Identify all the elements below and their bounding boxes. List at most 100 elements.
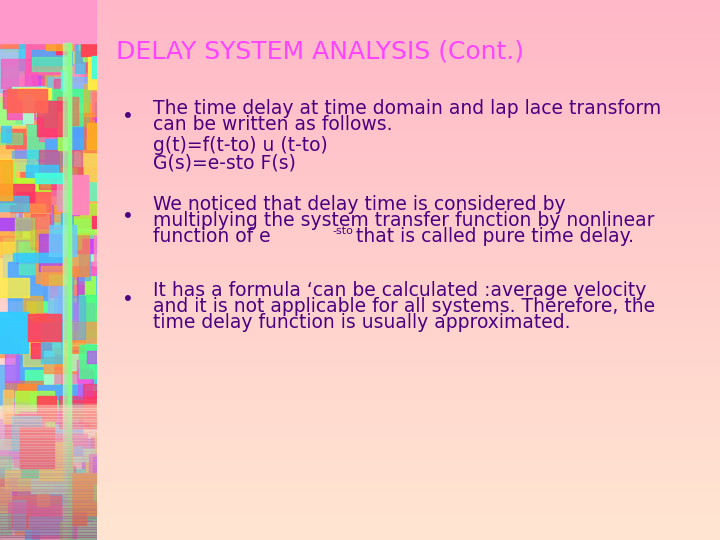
Bar — [63, 124, 91, 138]
Bar — [61, 70, 71, 90]
Bar — [72, 176, 89, 214]
Bar — [72, 119, 116, 139]
Bar — [0, 312, 720, 313]
Bar — [0, 86, 720, 88]
Bar — [17, 255, 62, 267]
Bar — [0, 187, 720, 189]
Text: •: • — [122, 106, 134, 126]
Bar — [27, 120, 69, 135]
Bar — [0, 130, 720, 131]
Bar — [0, 526, 97, 529]
Bar — [0, 493, 720, 495]
Bar — [0, 497, 720, 498]
Bar — [0, 27, 720, 29]
Bar — [94, 350, 123, 368]
Bar — [0, 478, 97, 481]
Bar — [19, 255, 31, 278]
Bar — [0, 99, 720, 101]
Bar — [22, 15, 32, 44]
Bar — [0, 180, 720, 182]
Bar — [0, 446, 97, 448]
Bar — [50, 434, 87, 445]
Bar — [43, 285, 84, 296]
Bar — [88, 471, 122, 491]
Bar — [51, 97, 78, 109]
Bar — [27, 151, 74, 184]
Text: It has a formula ‘can be calculated :average velocity: It has a formula ‘can be calculated :ave… — [153, 281, 647, 300]
Bar — [58, 437, 66, 448]
Bar — [0, 97, 20, 124]
Bar — [29, 93, 57, 116]
Bar — [93, 457, 112, 486]
Bar — [0, 414, 720, 416]
Bar — [0, 390, 720, 393]
Bar — [86, 250, 102, 268]
Bar — [1, 126, 11, 142]
Bar — [39, 505, 75, 530]
Bar — [85, 276, 95, 307]
Bar — [19, 158, 66, 179]
Bar — [61, 168, 76, 196]
Bar — [23, 206, 49, 237]
Bar — [0, 153, 720, 155]
Text: can be written as follows.: can be written as follows. — [153, 114, 392, 134]
Bar — [55, 146, 70, 170]
Bar — [96, 102, 114, 133]
Bar — [35, 247, 77, 278]
Bar — [94, 387, 132, 404]
Bar — [0, 173, 720, 174]
Bar — [0, 432, 97, 435]
Bar — [40, 104, 56, 141]
Bar — [50, 103, 63, 132]
Bar — [46, 53, 55, 92]
Bar — [0, 155, 720, 157]
Bar — [22, 302, 68, 316]
Bar — [0, 50, 720, 52]
Bar — [0, 0, 97, 43]
Bar — [30, 365, 50, 379]
Bar — [0, 228, 720, 231]
Bar — [6, 94, 35, 119]
Bar — [61, 322, 100, 348]
Bar — [0, 274, 720, 275]
Bar — [0, 293, 720, 295]
Bar — [74, 205, 104, 234]
Bar — [86, 450, 104, 471]
Bar — [0, 479, 720, 481]
Bar — [0, 198, 720, 200]
Bar — [94, 110, 131, 140]
Bar — [46, 23, 73, 50]
Text: function of e: function of e — [153, 227, 271, 246]
Bar — [72, 307, 116, 320]
Bar — [0, 448, 720, 450]
Bar — [12, 172, 32, 191]
Bar — [0, 104, 720, 106]
Bar — [91, 350, 100, 379]
Bar — [4, 163, 15, 204]
Bar — [60, 132, 70, 166]
Bar — [63, 172, 96, 206]
Bar — [68, 404, 110, 413]
Bar — [0, 9, 720, 11]
Bar — [0, 282, 720, 285]
Bar — [104, 309, 125, 336]
Bar — [9, 262, 49, 300]
Bar — [89, 50, 97, 61]
Bar — [0, 367, 720, 369]
Bar — [5, 381, 43, 397]
Bar — [0, 36, 720, 38]
Bar — [71, 412, 81, 442]
Bar — [15, 136, 61, 161]
Text: g(t)=f(t-to) u (t-to): g(t)=f(t-to) u (t-to) — [153, 136, 328, 156]
Bar — [7, 320, 51, 335]
Bar — [0, 515, 720, 517]
Bar — [36, 35, 51, 65]
Bar — [0, 470, 97, 472]
Bar — [5, 343, 19, 382]
Bar — [0, 194, 720, 196]
Bar — [0, 358, 720, 360]
Bar — [33, 446, 57, 485]
Bar — [99, 500, 135, 523]
Bar — [0, 339, 32, 357]
Bar — [0, 482, 720, 484]
